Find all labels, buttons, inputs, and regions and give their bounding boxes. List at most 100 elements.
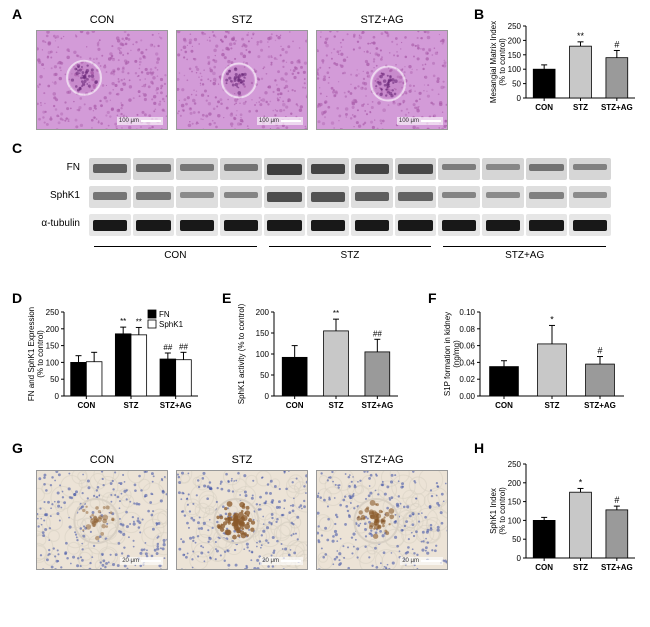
svg-text:STZ: STZ xyxy=(573,563,588,572)
blot-band xyxy=(311,164,345,174)
svg-text:100: 100 xyxy=(46,358,60,367)
blot-group-underline xyxy=(269,246,432,247)
svg-text:0.02: 0.02 xyxy=(459,375,475,384)
blot-band xyxy=(573,192,607,198)
blot-band xyxy=(486,220,520,231)
svg-text:0.00: 0.00 xyxy=(459,392,475,401)
blot-band xyxy=(93,164,127,173)
svg-text:SphK1 activity (% to control): SphK1 activity (% to control) xyxy=(237,303,246,404)
scale-bar: 20 μm xyxy=(400,557,443,565)
micrograph: 100 μm xyxy=(176,30,308,130)
svg-text:250: 250 xyxy=(508,460,522,469)
blot-group-label: STZ+AG xyxy=(437,250,612,261)
blot-band xyxy=(180,164,214,171)
svg-text:FN and SphK1 Expression(% to c: FN and SphK1 Expression(% to control) xyxy=(27,307,45,401)
svg-text:0.06: 0.06 xyxy=(459,342,475,351)
blot-group-label: STZ xyxy=(263,250,438,261)
svg-text:##: ## xyxy=(179,342,188,351)
blot-band xyxy=(311,192,345,202)
svg-text:STZ: STZ xyxy=(123,401,138,410)
blot-band xyxy=(311,220,345,231)
svg-text:STZ+AG: STZ+AG xyxy=(361,401,393,410)
scale-bar: 100 μm xyxy=(397,117,443,125)
blot-band xyxy=(398,220,432,231)
blot-band xyxy=(224,164,258,171)
micrograph: 20 μm xyxy=(316,470,448,570)
blot-band xyxy=(136,220,170,231)
micrograph-group-label: STZ xyxy=(176,454,308,466)
svg-text:150: 150 xyxy=(46,342,60,351)
blot-band xyxy=(355,192,389,201)
blot-band xyxy=(355,220,389,231)
svg-text:STZ: STZ xyxy=(573,103,588,112)
blot-band xyxy=(267,192,301,202)
svg-text:100: 100 xyxy=(508,65,522,74)
svg-text:150: 150 xyxy=(508,498,522,507)
svg-text:50: 50 xyxy=(512,80,521,89)
panel-h-chart: 050100150200250SphK1 Index(% to control)… xyxy=(486,454,641,584)
micrograph: 20 μm xyxy=(176,470,308,570)
svg-text:250: 250 xyxy=(508,22,522,31)
blot-band xyxy=(442,220,476,231)
svg-text:*: * xyxy=(579,477,583,487)
panel-g-label: G xyxy=(12,440,23,456)
blot-group-underline xyxy=(443,246,606,247)
blot-band xyxy=(442,164,476,170)
panel-c-label: C xyxy=(12,140,22,156)
svg-text:STZ+AG: STZ+AG xyxy=(601,103,633,112)
svg-text:150: 150 xyxy=(508,51,522,60)
svg-text:STZ: STZ xyxy=(544,401,559,410)
blot-band xyxy=(136,164,170,172)
svg-text:50: 50 xyxy=(512,535,521,544)
svg-text:CON: CON xyxy=(495,401,513,410)
scale-bar: 100 μm xyxy=(117,117,163,125)
svg-text:S1P formation in kidney(ng/mg): S1P formation in kidney(ng/mg) xyxy=(443,312,461,396)
svg-text:150: 150 xyxy=(256,329,270,338)
svg-text:CON: CON xyxy=(535,563,553,572)
svg-text:0.08: 0.08 xyxy=(459,325,475,334)
blot-group-underline xyxy=(94,246,257,247)
panel-d-label: D xyxy=(12,290,22,306)
blot-band xyxy=(180,192,214,198)
blot-band xyxy=(573,220,607,231)
svg-text:##: ## xyxy=(373,329,382,338)
blot-band xyxy=(398,164,432,174)
blot-band xyxy=(398,192,432,201)
blot-row-label: SphK1 xyxy=(30,190,80,201)
blot-band xyxy=(267,164,301,175)
svg-text:100: 100 xyxy=(508,516,522,525)
blot-band xyxy=(267,220,301,231)
svg-text:0: 0 xyxy=(55,392,60,401)
svg-text:**: ** xyxy=(333,309,339,318)
blot-band xyxy=(93,220,127,231)
svg-text:CON: CON xyxy=(77,401,95,410)
blot-band xyxy=(486,164,520,170)
blot-band xyxy=(486,192,520,198)
svg-text:50: 50 xyxy=(50,375,59,384)
svg-text:CON: CON xyxy=(535,103,553,112)
micrograph-group-label: STZ xyxy=(176,14,308,26)
blot-band xyxy=(224,192,258,198)
svg-text:STZ+AG: STZ+AG xyxy=(601,563,633,572)
micrograph-group-label: CON xyxy=(36,454,168,466)
svg-text:**: ** xyxy=(136,317,142,326)
svg-text:0: 0 xyxy=(265,392,270,401)
micrograph-group-label: STZ+AG xyxy=(316,14,448,26)
blot-band xyxy=(529,164,563,171)
scale-bar: 20 μm xyxy=(260,557,303,565)
panel-e-chart: 050100150200SphK1 activity (% to control… xyxy=(234,302,404,422)
panel-e-label: E xyxy=(222,290,231,306)
svg-text:100: 100 xyxy=(256,350,270,359)
svg-text:50: 50 xyxy=(260,371,269,380)
svg-text:STZ+AG: STZ+AG xyxy=(160,401,192,410)
blot-band xyxy=(136,192,170,200)
panel-f-chart: 0.000.020.040.060.080.10S1P formation in… xyxy=(440,302,630,422)
svg-text:SphK1 Index(% to control): SphK1 Index(% to control) xyxy=(489,487,507,535)
panel-f-label: F xyxy=(428,290,437,306)
blot-row-label: α-tubulin xyxy=(30,218,80,229)
svg-text:CON: CON xyxy=(286,401,304,410)
svg-text:#: # xyxy=(597,346,602,356)
svg-text:0.10: 0.10 xyxy=(459,308,475,317)
panel-a-label: A xyxy=(12,6,22,22)
blot-band xyxy=(180,220,214,231)
